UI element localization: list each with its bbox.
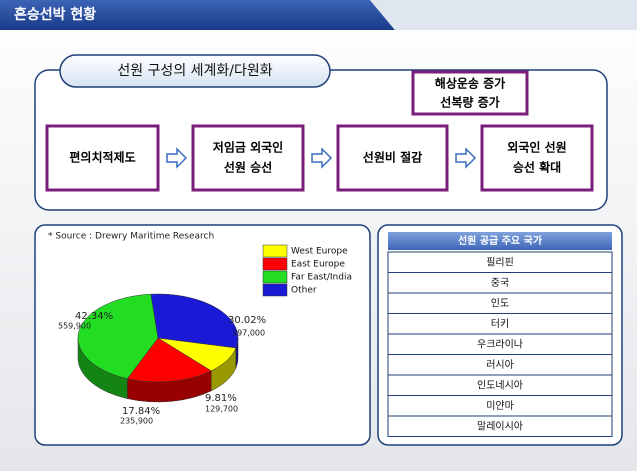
table-cell: 미얀마 xyxy=(486,399,514,412)
step-box xyxy=(336,124,449,192)
top-box-line: 해상운송 증가 xyxy=(435,76,505,91)
table-cell: 러시아 xyxy=(486,359,514,371)
step-text: 선원 승선 xyxy=(224,160,272,175)
count-label: 397,000 xyxy=(232,329,265,338)
value-label: 30.02% xyxy=(228,315,266,326)
arrow xyxy=(166,147,188,169)
table-cell: 인도 xyxy=(491,298,509,310)
step-text: 편의치적제도 xyxy=(69,150,135,165)
step-box xyxy=(480,124,594,192)
legend-label: West Europe xyxy=(291,247,348,257)
pie-slice xyxy=(77,293,159,379)
step-box xyxy=(45,124,160,192)
value-label: 17.84% xyxy=(122,406,160,417)
table-cell: 필리핀 xyxy=(486,257,514,269)
legend-label: Far East/India xyxy=(291,273,352,283)
step-box xyxy=(191,124,305,192)
arrow xyxy=(311,147,333,169)
step-text: 선원비 절감 xyxy=(363,150,422,165)
pie-slice xyxy=(126,337,212,383)
step-text: 외국인 선원 xyxy=(507,140,566,155)
table-cell: 인도네시아 xyxy=(477,380,523,392)
top-box xyxy=(411,70,529,116)
header-bar xyxy=(0,0,395,30)
legend-swatch xyxy=(262,244,288,258)
step-text: 저임금 외국인 xyxy=(213,140,283,155)
table-row xyxy=(387,415,613,437)
top-box-line: 선복량 증가 xyxy=(440,95,499,110)
header-tail xyxy=(370,0,637,30)
legend-swatch xyxy=(262,270,288,284)
pie-slice xyxy=(150,293,239,349)
table-cell: 우크라이나 xyxy=(477,339,523,351)
flow-title-pill xyxy=(59,54,331,88)
header-title: 혼승선박 현황 xyxy=(14,6,96,23)
step-text: 승선 확대 xyxy=(513,160,561,175)
legend-label: East Europe xyxy=(291,260,345,270)
legend-swatch xyxy=(262,283,288,297)
value-label: 9.81% xyxy=(205,393,237,404)
arrow xyxy=(455,147,477,169)
count-label: 559,900 xyxy=(58,322,91,331)
flow-title: 선원 구성의 세계화/다원화 xyxy=(117,63,272,79)
value-label: 42.34% xyxy=(75,311,113,322)
table-header-bg xyxy=(388,232,612,250)
count-label: 129,700 xyxy=(205,405,238,414)
table-cell: 말레이시아 xyxy=(477,421,523,433)
table-header: 선원 공급 주요 국가 xyxy=(458,234,543,247)
legend-label: Other xyxy=(291,286,317,296)
count-label: 235,900 xyxy=(120,417,153,426)
chart-source: * Source : Drewry Maritime Research xyxy=(48,232,214,242)
legend-swatch xyxy=(262,257,288,271)
table-cell: 터키 xyxy=(491,318,509,330)
table-cell: 중국 xyxy=(491,277,509,289)
